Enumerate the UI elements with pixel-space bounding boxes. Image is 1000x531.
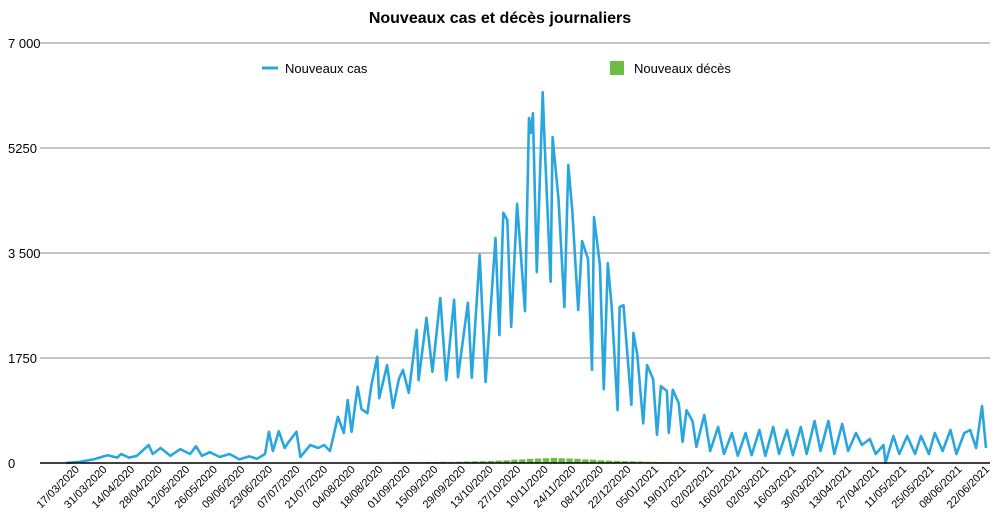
death-bar	[471, 461, 479, 463]
legend-label: Nouveaux décès	[634, 61, 731, 76]
death-bar	[550, 457, 557, 463]
death-bar	[574, 458, 581, 463]
legend-item-cases[interactable]: Nouveaux cas	[262, 61, 368, 76]
deaths-series	[369, 457, 691, 463]
death-bar	[613, 460, 621, 463]
death-bar	[511, 459, 518, 463]
death-bar	[621, 461, 628, 463]
death-bar	[503, 460, 510, 463]
cases-line	[65, 90, 988, 465]
death-bar	[566, 458, 573, 463]
death-bar	[542, 458, 550, 463]
death-bar	[534, 458, 542, 463]
legend: Nouveaux cas Nouveaux décès	[262, 61, 731, 76]
death-bar	[590, 459, 597, 463]
y-tick-label: 0	[8, 456, 15, 471]
death-bar	[629, 461, 636, 463]
death-bar	[479, 461, 487, 463]
death-bar	[495, 460, 502, 463]
legend-item-deaths[interactable]: Nouveaux décès	[610, 61, 731, 76]
y-axis: 0 1750 3 500 5250 7 000	[8, 36, 41, 471]
death-bar	[605, 460, 613, 463]
death-bar	[487, 460, 494, 463]
y-tick-label: 7 000	[8, 36, 41, 51]
death-bar	[582, 459, 589, 463]
death-bar	[526, 458, 534, 463]
x-axis: 17/03/202031/03/202014/04/202028/04/2020…	[35, 464, 993, 511]
death-bar	[558, 458, 565, 463]
grid	[40, 42, 990, 359]
death-bar	[597, 460, 605, 463]
legend-label: Nouveaux cas	[285, 61, 368, 76]
y-tick-label: 5250	[8, 141, 37, 156]
chart-title: Nouveaux cas et décès journaliers	[369, 10, 631, 27]
legend-square-swatch	[610, 61, 624, 75]
death-bar	[519, 459, 526, 463]
y-tick-label: 1750	[8, 351, 37, 366]
y-tick-label: 3 500	[8, 246, 41, 261]
